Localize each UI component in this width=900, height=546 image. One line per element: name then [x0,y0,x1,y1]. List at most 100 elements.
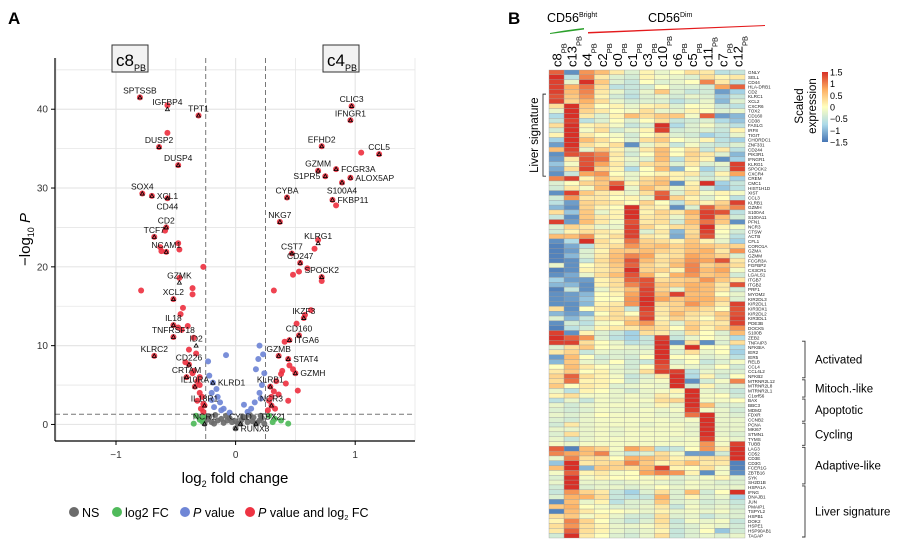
x-axis-label: log2 fold change [182,470,289,489]
gene-label: RUNX3 [241,423,270,433]
heatmap-cell [578,122,595,129]
heatmap-cell [578,533,595,539]
heatmap-cell [714,69,731,75]
gene-row-label: CCL4L2 [748,369,765,374]
heatmap-cell [684,402,700,408]
heatmap-cell [594,180,610,186]
heatmap-cell [548,422,565,428]
gene-marker [193,342,199,348]
heatmap-cell [624,147,640,153]
heatmap-cell [729,523,746,529]
heatmap-cell [654,320,670,326]
heatmap-cell [609,479,625,486]
heatmap-cell [639,508,655,515]
heatmap-cell [594,475,610,481]
heatmap-cell [714,291,731,297]
gene-row-label: SPOCK2 [748,167,767,172]
heatmap-cell [624,499,640,505]
heatmap-cell [563,243,580,249]
heatmap-cell [714,320,731,326]
gene-row-label: MTRNR2L12 [748,379,775,384]
heatmap-cell [654,364,670,370]
heatmap-cell [639,171,655,177]
heatmap-cell [563,426,580,433]
heatmap-cell [639,484,655,490]
heatmap-cell [594,388,610,394]
heatmap-cell [714,340,731,346]
heatmap-cell [669,79,685,85]
heatmap-cell [729,368,746,375]
heatmap-cell [669,93,685,100]
heatmap-cell [578,393,595,399]
heatmap-cell [578,113,595,119]
heatmap-cell [548,229,565,235]
heatmap-cell [548,98,565,104]
heatmap-cell [729,257,746,264]
heatmap-cell [578,465,595,471]
heatmap-cell [684,277,700,283]
heatmap-cell [729,175,746,182]
heatmap-cell [654,286,670,293]
heatmap-cell [594,272,610,278]
heatmap-cell [624,523,640,529]
heatmap-cell [548,219,565,225]
cd56-dim-label: CD56Dim [648,11,693,25]
data-point [257,395,264,402]
heatmap-cell [578,494,595,500]
column-header: c2PB [595,43,614,67]
text-part: PB [345,63,357,73]
gene-marker [164,195,171,201]
heatmap-cell [684,171,700,177]
text-part: PB [620,43,629,53]
heatmap-cell [699,301,716,307]
group-c8-label: c8PB [116,51,146,73]
gene-marker [163,224,169,230]
heatmap-cell [669,272,685,278]
gene-row-label: DOK2 [748,519,761,524]
heatmap-cell [578,286,595,293]
heatmap-cell [609,349,625,355]
data-point [264,407,271,414]
heatmap-cell [699,195,716,201]
heatmap-cell [594,528,610,534]
heatmap-cell [548,320,565,326]
heatmap-cell [578,484,595,490]
text-part: CD56 [547,11,579,25]
heatmap-cell [548,214,565,220]
heatmap-cell [578,209,595,215]
heatmap-cell [699,523,716,529]
heatmap-cell [639,470,655,476]
heatmap-cell [578,508,595,515]
heatmap-cell [669,378,685,384]
heatmap-cell [563,368,580,375]
gene-row-label: S100A4 [748,210,765,215]
heatmap-cell [594,455,610,461]
heatmap-cell [624,484,640,490]
heatmap-cell [669,450,685,457]
heatmap-cell [654,397,670,404]
heatmap-cell [609,79,625,85]
heatmap-cell [609,513,625,519]
heatmap-cell [594,479,610,486]
heatmap-cell [729,262,746,268]
heatmap-cell [563,470,580,476]
heatmap-cell [684,103,700,109]
heatmap-cell [609,118,625,124]
heatmap-cell [699,368,716,375]
legend-color-bar [822,72,828,142]
heatmap-cell [714,156,731,162]
gene-marker [301,315,307,320]
heatmap-cell [639,523,655,529]
heatmap-cell [699,364,716,370]
gene-row-label: CD3G [748,461,761,466]
heatmap-cell [654,422,670,428]
heatmap-cell [548,528,565,534]
heatmap-cell [654,306,670,312]
heatmap-cell [609,103,625,109]
heatmap-cell [594,407,610,413]
heatmap-cell [594,200,610,206]
heatmap-cell [714,354,731,360]
gene-row-label: PRF1 [748,287,760,292]
heatmap-cell [594,267,610,273]
gene-marker [297,260,303,265]
